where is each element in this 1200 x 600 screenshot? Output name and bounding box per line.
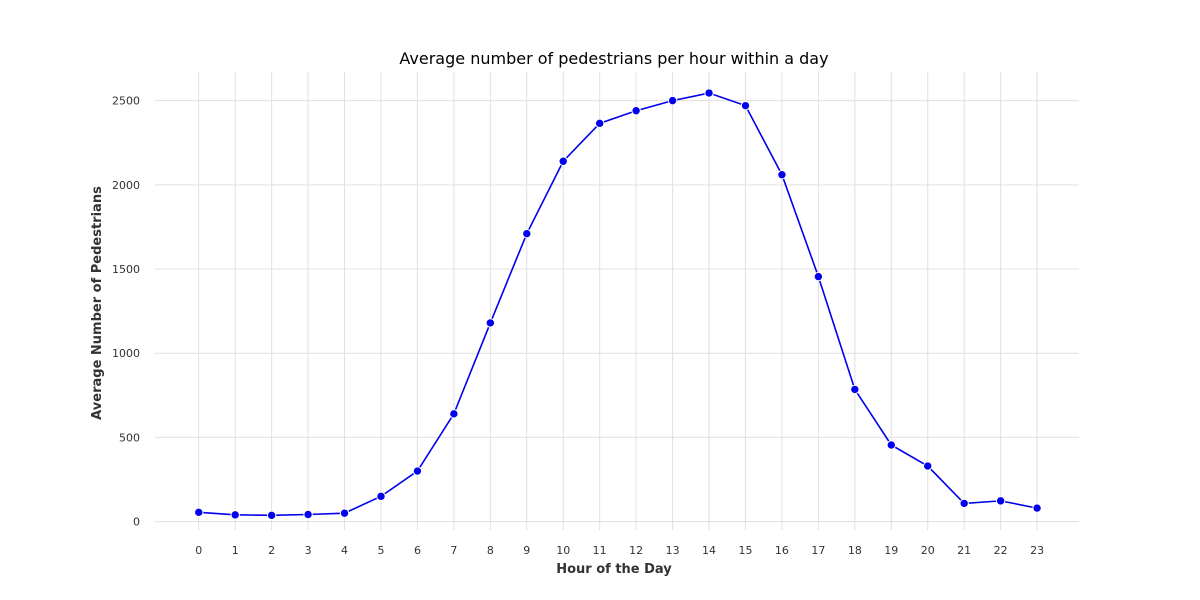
x-tick-label-8: 8: [487, 544, 494, 557]
x-tick-label-4: 4: [341, 544, 348, 557]
data-point-hour-15: [740, 100, 751, 111]
data-point-hour-23: [1032, 503, 1042, 513]
data-point-hour-5: [376, 491, 386, 502]
data-point-hour-2: [266, 510, 277, 521]
data-point-hour-20: [923, 461, 933, 471]
data-point-hour-6: [412, 466, 423, 476]
y-tick-label-2500: 2500: [112, 95, 140, 108]
x-tick-label-0: 0: [195, 544, 202, 557]
data-point-hour-16: [777, 170, 787, 180]
data-point-hour-7: [449, 409, 459, 419]
y-tick-label-500: 500: [119, 431, 140, 444]
x-tick-label-13: 13: [666, 544, 680, 557]
x-tick-label-2: 2: [268, 544, 275, 557]
data-point-hour-13: [667, 95, 678, 106]
data-point-hour-4: [339, 508, 350, 518]
x-tick-label-7: 7: [450, 544, 457, 557]
data-point-hour-9: [522, 228, 532, 239]
x-tick-label-10: 10: [556, 544, 570, 557]
x-tick-label-20: 20: [921, 544, 935, 557]
x-tick-label-1: 1: [232, 544, 239, 557]
data-point-hour-17: [813, 271, 824, 282]
data-point-hour-1: [230, 510, 240, 520]
y-tick-label-2000: 2000: [112, 179, 140, 192]
x-tick-label-23: 23: [1030, 544, 1044, 557]
data-point-hour-18: [850, 384, 860, 395]
data-point-hour-8: [485, 318, 496, 328]
x-tick-label-9: 9: [523, 544, 530, 557]
series-line-0: [198, 92, 1038, 517]
chart-title: Average number of pedestrians per hour w…: [399, 49, 828, 68]
data-point-hour-11: [594, 118, 605, 129]
y-tick-label-1500: 1500: [112, 263, 140, 276]
data-point-hour-14: [704, 88, 714, 98]
x-tick-label-15: 15: [738, 544, 752, 557]
y-axis-label: Average Number of Pedestrians: [90, 186, 105, 420]
x-tick-label-16: 16: [775, 544, 789, 557]
data-point-hour-22: [995, 496, 1006, 506]
data-point-hour-0: [194, 507, 204, 518]
data-point-hour-10: [558, 156, 568, 166]
y-tick-label-1000: 1000: [112, 347, 140, 360]
x-tick-label-18: 18: [848, 544, 862, 557]
x-tick-label-21: 21: [957, 544, 971, 557]
data-point-hour-19: [886, 440, 896, 450]
y-axis-ticks: 0 500 1000 1500 2000 2500: [112, 95, 140, 529]
series-layer: [194, 88, 1042, 521]
data-point-hour-3: [303, 509, 313, 520]
data-point-hour-21: [959, 498, 969, 509]
x-axis-ticks: 0 1 2 3 4 5 6 7 8 9 10 11 12 13 14 15 16 17 18 19 20 21 22 23: [195, 544, 1044, 557]
grid: [155, 72, 1079, 530]
y-tick-label-0: 0: [133, 516, 140, 529]
x-tick-label-22: 22: [994, 544, 1008, 557]
x-tick-label-3: 3: [305, 544, 312, 557]
x-tick-label-19: 19: [884, 544, 898, 557]
data-point-hour-12: [631, 106, 641, 116]
x-tick-label-11: 11: [593, 544, 607, 557]
x-axis-label: Hour of the Day: [556, 562, 672, 577]
x-tick-label-14: 14: [702, 544, 716, 557]
x-tick-label-12: 12: [629, 544, 643, 557]
x-tick-label-17: 17: [811, 544, 825, 557]
x-tick-label-5: 5: [377, 544, 384, 557]
x-tick-label-6: 6: [414, 544, 421, 557]
